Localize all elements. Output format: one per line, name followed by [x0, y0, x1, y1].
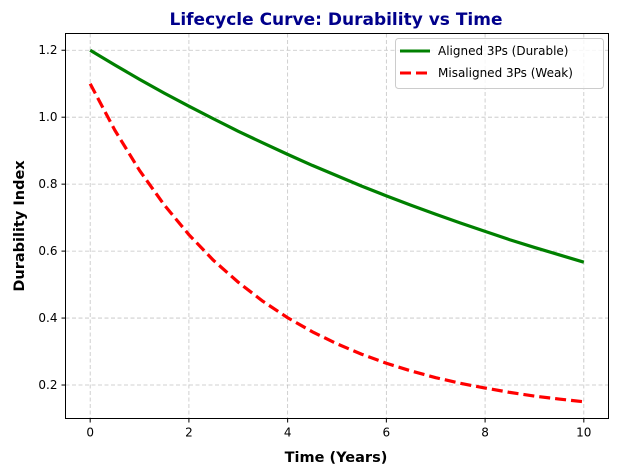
x-tick-label: 10: [576, 426, 591, 440]
y-axis-label: Durability Index: [12, 160, 28, 292]
x-tick-label: 4: [284, 426, 292, 440]
legend-label-aligned: Aligned 3Ps (Durable): [438, 44, 568, 58]
x-tick-label: 8: [481, 426, 489, 440]
x-axis-label: Time (Years): [285, 450, 388, 466]
legend-label-misaligned: Misaligned 3Ps (Weak): [438, 66, 573, 80]
series-line-aligned: [89, 48, 585, 264]
y-tick-label: 0.2: [38, 378, 57, 392]
x-axis: 0 2 4 6 8 10: [86, 418, 591, 440]
y-axis: 0.2 0.4 0.6 0.8 1.0 1.2: [38, 43, 66, 392]
legend: Aligned 3Ps (Durable) Misaligned 3Ps (We…: [395, 38, 604, 89]
plot-frame: [65, 33, 609, 419]
grid: [65, 33, 609, 419]
x-tick-label: 2: [185, 426, 193, 440]
y-tick-label: 1.2: [38, 43, 57, 57]
y-tick-label: 1.0: [38, 110, 57, 124]
series-line-misaligned: [88, 82, 584, 404]
chart-title: Lifecycle Curve: Durability vs Time: [169, 10, 502, 30]
series-layer: [88, 48, 585, 404]
y-tick-label: 0.6: [38, 244, 57, 258]
y-tick-label: 0.8: [38, 177, 57, 191]
legend-box: [395, 38, 604, 89]
x-tick-label: 0: [86, 426, 94, 440]
x-tick-label: 6: [383, 426, 391, 440]
y-tick-label: 0.4: [38, 311, 57, 325]
